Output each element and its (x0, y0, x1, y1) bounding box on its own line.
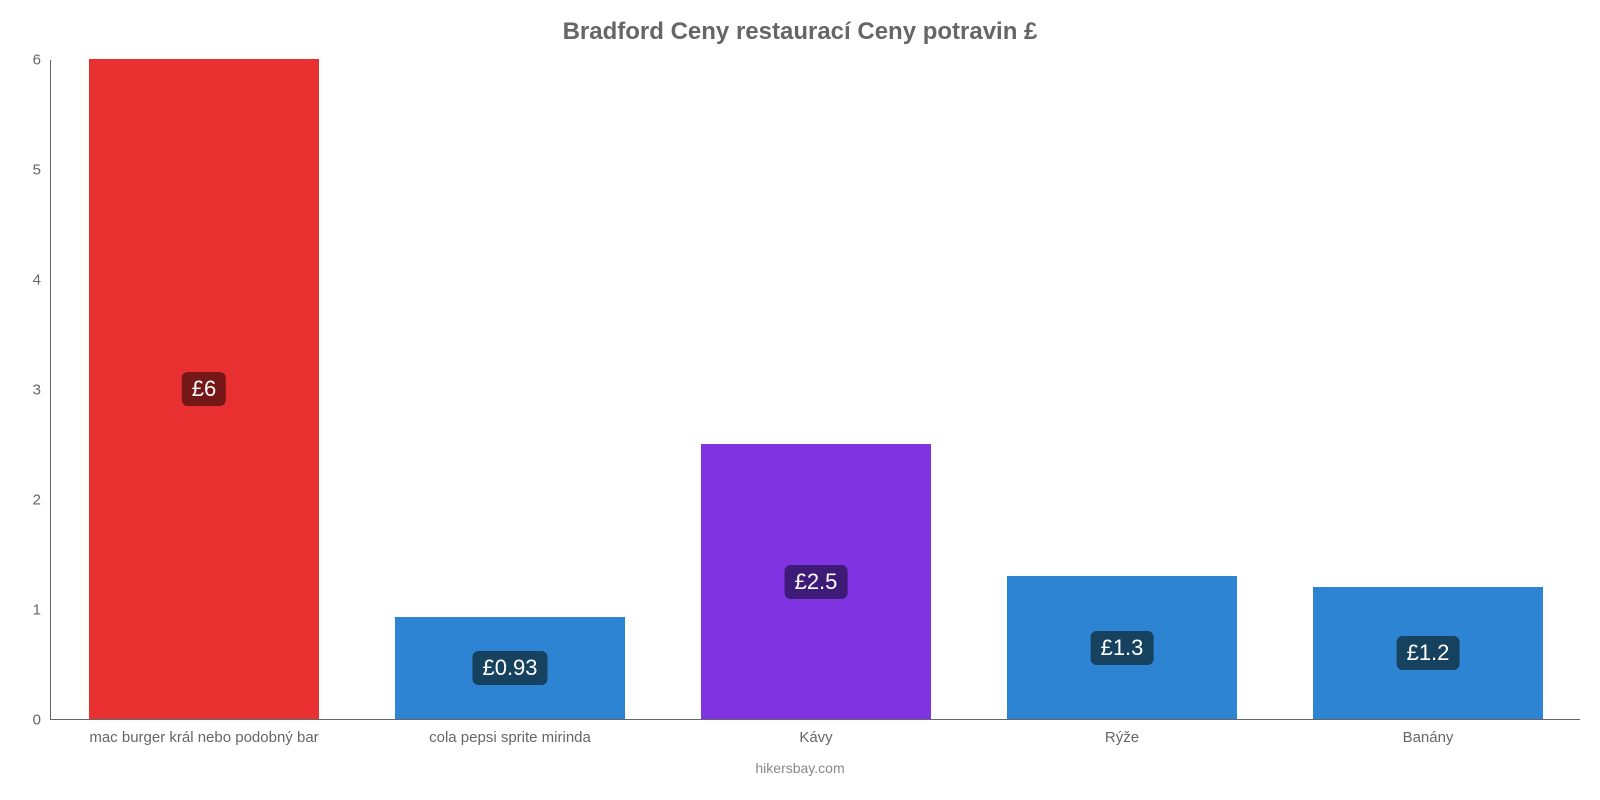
bar-value-badge: £1.3 (1091, 631, 1154, 665)
x-tick-label: Banány (1403, 719, 1454, 746)
bar-value-badge: £0.93 (472, 651, 547, 685)
footer-attribution: hikersbay.com (0, 760, 1600, 776)
plot-area: 0123456£6mac burger král nebo podobný ba… (50, 60, 1580, 720)
x-tick-label: Rýže (1105, 719, 1139, 746)
bar: £2.5 (701, 444, 931, 719)
bar-value-badge: £2.5 (785, 565, 848, 599)
bar-value-badge: £6 (182, 372, 226, 406)
y-tick-label: 6 (33, 52, 51, 69)
chart-container: Bradford Ceny restaurací Ceny potravin £… (0, 0, 1600, 800)
y-tick-label: 4 (33, 272, 51, 289)
bar-value-badge: £1.2 (1397, 636, 1460, 670)
bar: £6 (89, 59, 319, 719)
y-tick-label: 2 (33, 492, 51, 509)
bar: £0.93 (395, 617, 625, 719)
chart-title: Bradford Ceny restaurací Ceny potravin £ (0, 18, 1600, 46)
x-tick-label: Kávy (799, 719, 832, 746)
y-tick-label: 0 (33, 712, 51, 729)
bar: £1.2 (1313, 587, 1543, 719)
y-tick-label: 3 (33, 382, 51, 399)
bar: £1.3 (1007, 576, 1237, 719)
x-tick-label: mac burger král nebo podobný bar (89, 719, 318, 746)
x-tick-label: cola pepsi sprite mirinda (429, 719, 591, 746)
y-tick-label: 1 (33, 602, 51, 619)
y-tick-label: 5 (33, 162, 51, 179)
